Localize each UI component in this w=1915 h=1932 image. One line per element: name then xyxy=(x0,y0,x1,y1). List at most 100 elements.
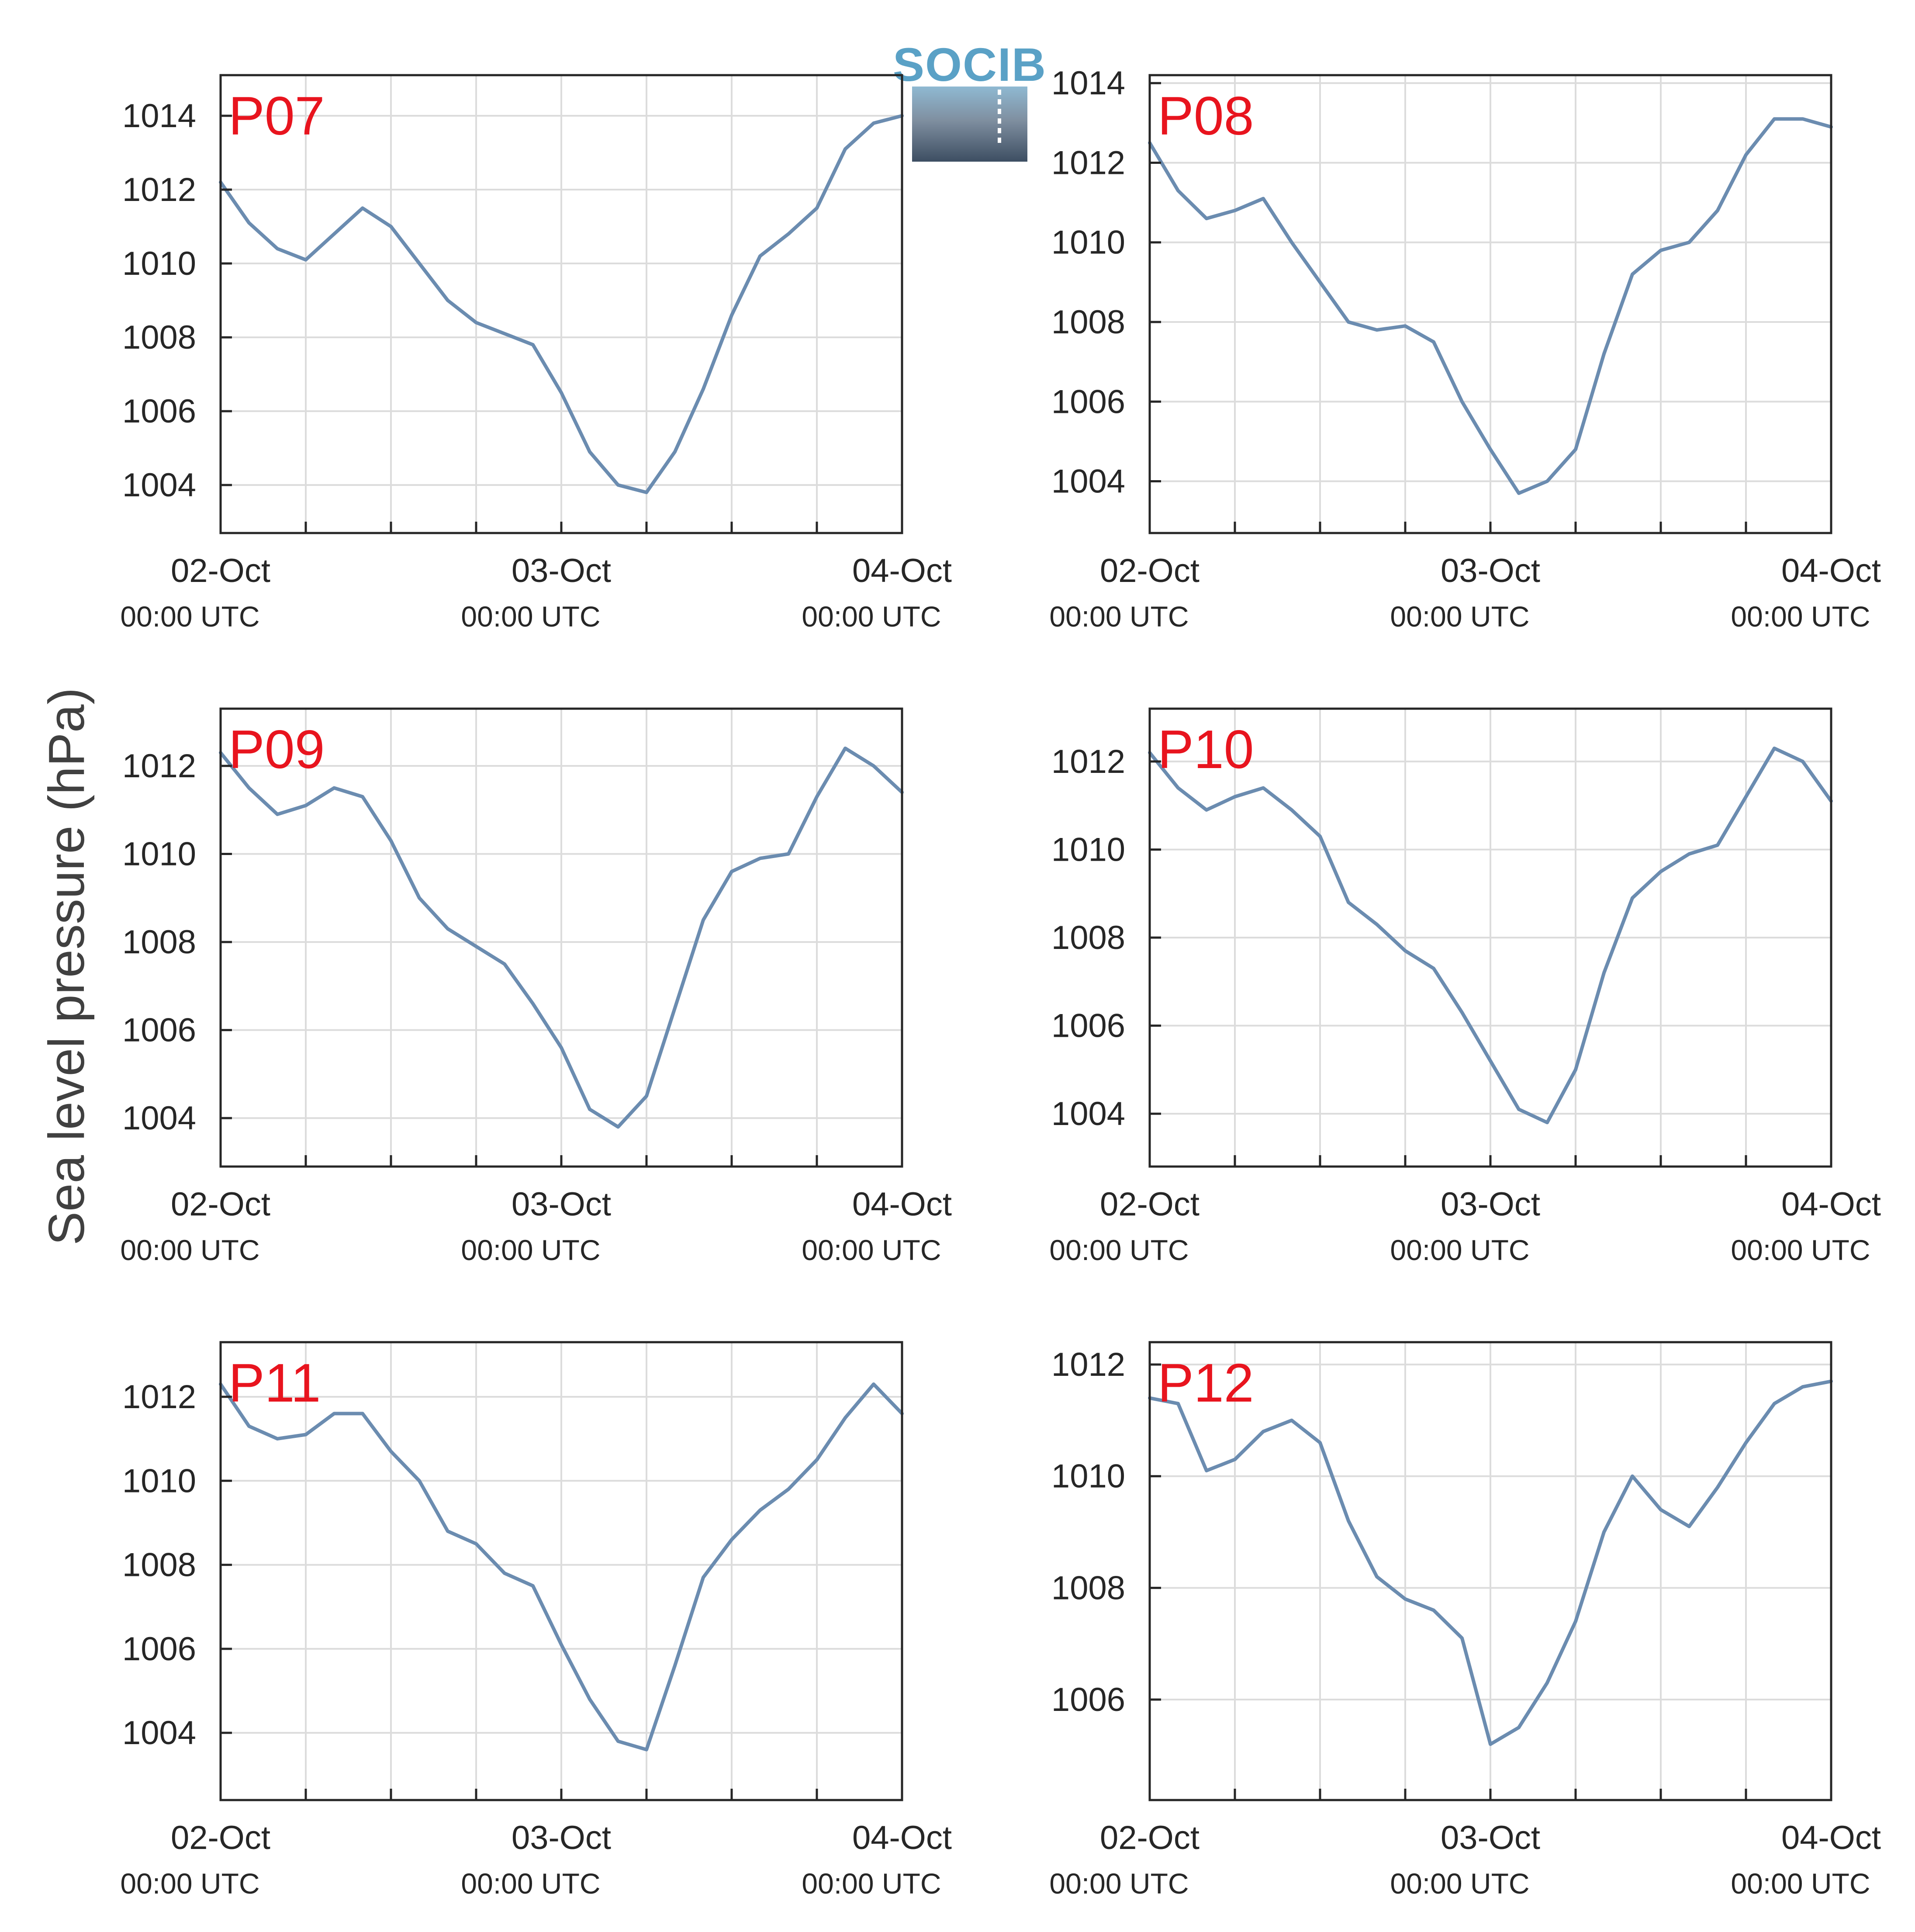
y-tick-label: 1008 xyxy=(122,319,196,356)
socib-logo: SOCIB xyxy=(893,38,1046,162)
data-point xyxy=(731,1538,733,1541)
x-tick-label-date: 04-Oct xyxy=(1781,552,1881,589)
data-point xyxy=(674,1665,676,1667)
y-tick-label: 1008 xyxy=(122,1547,196,1584)
y-axis-title: Sea level pressure (hPa) xyxy=(38,688,95,1246)
y-tick-label: 1010 xyxy=(122,836,196,873)
data-point xyxy=(418,897,420,899)
x-tick-label-time: 00:00 UTC xyxy=(461,1867,600,1900)
data-point xyxy=(504,963,505,965)
data-point xyxy=(475,945,477,948)
x-tick-label-date: 03-Oct xyxy=(512,1819,611,1856)
data-point xyxy=(1717,209,1718,211)
data-point xyxy=(1206,218,1207,220)
data-point xyxy=(1518,492,1520,494)
data-point xyxy=(447,1530,449,1532)
data-point xyxy=(1745,1442,1747,1444)
y-tick-label: 1006 xyxy=(1051,1008,1125,1045)
x-tick-label-time: 00:00 UTC xyxy=(1049,1234,1189,1266)
data-point xyxy=(844,747,846,749)
x-tick-label-time: 00:00 UTC xyxy=(1390,1867,1529,1900)
x-tick-label-date: 02-Oct xyxy=(171,1819,270,1856)
data-point xyxy=(504,1572,505,1574)
data-point xyxy=(305,804,307,807)
data-point xyxy=(1348,1520,1349,1522)
x-tick-label-date: 04-Oct xyxy=(852,552,952,589)
data-point xyxy=(475,322,477,324)
y-tick-label: 1004 xyxy=(1051,1095,1125,1132)
data-point xyxy=(333,787,335,789)
y-tick-label: 1008 xyxy=(122,924,196,961)
data-point xyxy=(1348,321,1349,323)
data-point xyxy=(362,1413,363,1415)
y-tick-label: 1012 xyxy=(1051,144,1125,181)
data-point xyxy=(1745,796,1747,798)
data-point xyxy=(844,1417,846,1419)
data-point xyxy=(1490,1060,1491,1062)
data-point xyxy=(1461,401,1463,403)
data-point xyxy=(1632,897,1633,899)
data-point xyxy=(1546,480,1548,482)
x-tick-label-time: 00:00 UTC xyxy=(461,1234,600,1266)
data-point xyxy=(1603,1531,1605,1533)
data-point xyxy=(1802,118,1804,120)
data-point xyxy=(277,813,278,815)
x-tick-label-time: 00:00 UTC xyxy=(1049,600,1189,633)
x-tick-label-date: 03-Oct xyxy=(1441,1186,1540,1223)
data-point xyxy=(1802,1386,1804,1388)
data-point xyxy=(1404,325,1406,327)
data-point xyxy=(305,259,307,261)
y-tick-label: 1006 xyxy=(1051,383,1125,420)
data-point xyxy=(646,492,647,494)
data-point xyxy=(1262,787,1264,789)
data-point xyxy=(1376,923,1378,925)
data-point xyxy=(1291,241,1293,243)
logo-wave-block xyxy=(912,87,1027,162)
y-tick-label: 1004 xyxy=(122,1714,196,1752)
data-point xyxy=(617,484,619,486)
data-point xyxy=(248,222,250,224)
data-point xyxy=(1660,870,1662,873)
data-point xyxy=(617,1126,619,1128)
y-tick-label: 1010 xyxy=(122,1462,196,1499)
x-tick-label-time: 00:00 UTC xyxy=(1390,600,1529,633)
data-point xyxy=(731,870,733,873)
data-point xyxy=(873,1383,875,1385)
data-point xyxy=(560,1644,562,1646)
data-point xyxy=(1262,1430,1264,1433)
data-point xyxy=(759,255,761,257)
panel-label: P11 xyxy=(228,1353,321,1413)
panel-p09: 1004 1006 1008 1010 1012 02-Oct 00:00 UTC 03-Oc… xyxy=(120,707,952,1266)
panel-label: P07 xyxy=(228,86,325,146)
data-point xyxy=(1603,353,1605,355)
y-tick-label: 1012 xyxy=(122,748,196,785)
y-tick-label: 1006 xyxy=(122,1631,196,1668)
x-tick-label-date: 02-Oct xyxy=(1100,1819,1199,1856)
panel-label: P08 xyxy=(1158,86,1254,146)
data-point xyxy=(816,796,818,798)
data-point xyxy=(333,233,335,235)
x-tick-label-date: 04-Oct xyxy=(1781,1186,1881,1223)
data-point xyxy=(1348,901,1349,904)
data-point xyxy=(1717,1486,1718,1489)
y-tick-label: 1012 xyxy=(1051,1346,1125,1383)
data-point xyxy=(674,1007,676,1009)
data-point xyxy=(1773,1402,1775,1405)
x-tick-label-time: 00:00 UTC xyxy=(1731,1234,1870,1266)
data-point xyxy=(390,1450,392,1452)
panel-label: P09 xyxy=(228,720,325,780)
data-point xyxy=(788,1488,789,1490)
data-point xyxy=(447,928,449,930)
data-point xyxy=(1802,760,1804,762)
y-tick-label: 1006 xyxy=(1051,1681,1125,1718)
data-point xyxy=(702,1576,704,1579)
data-point xyxy=(1177,1402,1179,1405)
data-point xyxy=(646,1095,647,1097)
data-point xyxy=(362,207,363,209)
x-tick-label-date: 04-Oct xyxy=(852,1819,952,1856)
y-tick-label: 1010 xyxy=(122,245,196,282)
data-point xyxy=(1376,329,1378,331)
data-point xyxy=(1461,1011,1463,1014)
data-point xyxy=(1688,853,1690,855)
